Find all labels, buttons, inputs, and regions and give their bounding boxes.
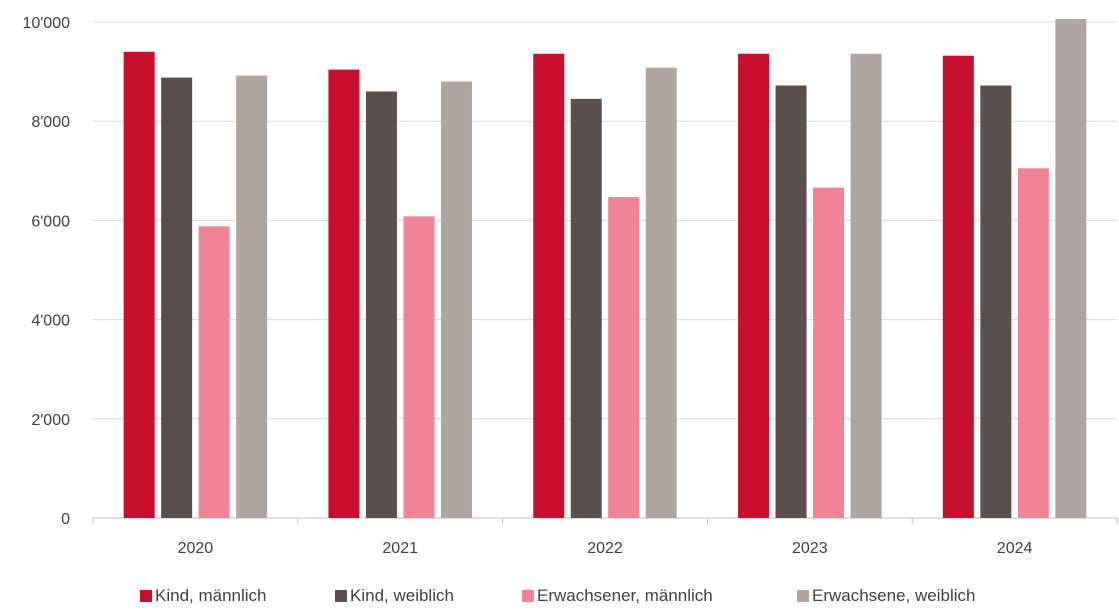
legend-swatch	[522, 590, 534, 602]
bar	[440, 81, 472, 519]
bar	[328, 69, 360, 518]
y-tick-label: 10'000	[22, 15, 70, 32]
legend-swatch	[335, 590, 347, 602]
legend-label: Erwachsene, weiblich	[812, 586, 975, 605]
x-tick-label: 2020	[178, 540, 214, 557]
legend-label: Erwachsener, männlich	[537, 586, 713, 605]
x-tick-label: 2024	[997, 540, 1033, 557]
bar	[365, 91, 397, 518]
bar	[942, 55, 974, 519]
bar	[738, 53, 770, 519]
bar	[1017, 168, 1049, 518]
bar	[980, 85, 1012, 518]
bar	[123, 51, 155, 518]
x-tick-label: 2022	[587, 540, 623, 557]
bar	[850, 53, 882, 519]
bar	[645, 67, 677, 518]
bar	[533, 53, 565, 519]
bar	[403, 216, 435, 518]
y-tick-label: 2'000	[31, 412, 70, 429]
legend-swatch	[797, 590, 809, 602]
legend-swatch	[140, 590, 152, 602]
bar	[775, 85, 807, 518]
bar	[161, 77, 193, 518]
bar	[608, 197, 640, 518]
bar	[570, 98, 602, 518]
y-tick-label: 4'000	[31, 313, 70, 330]
bar	[236, 75, 268, 519]
bar	[198, 226, 230, 519]
x-tick-label: 2023	[792, 540, 828, 557]
y-tick-label: 0	[61, 511, 70, 528]
legend: Kind, männlich Kind, weiblich Erwachsener,…	[140, 586, 975, 605]
legend-label: Kind, weiblich	[350, 586, 454, 605]
bar	[813, 187, 845, 518]
y-tick-label: 6'000	[31, 213, 70, 230]
bar	[1055, 19, 1087, 519]
y-tick-label: 8'000	[31, 114, 70, 131]
legend-label: Kind, männlich	[155, 586, 267, 605]
x-tick-label: 2021	[382, 540, 418, 557]
